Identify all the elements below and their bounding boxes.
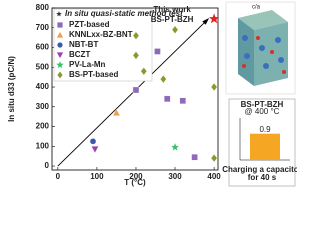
legend-title: In situ quasi-static method test (65, 9, 183, 18)
structure-label: c/a (252, 5, 261, 11)
annotation: This work (153, 5, 191, 14)
marker (57, 22, 63, 28)
marker (91, 146, 99, 154)
marker (56, 61, 64, 69)
marker (56, 52, 64, 59)
marker (191, 154, 198, 161)
legend-label: NBT-BT (69, 40, 98, 49)
marker (112, 108, 121, 116)
marker (57, 42, 63, 48)
annotation: BS-PT-BZH (151, 15, 194, 24)
inset-caption: Charging a capacitor (222, 165, 297, 174)
y-axis-label: In situ d33 (pC/N) (7, 56, 16, 122)
inset-caption: for 40 s (248, 173, 277, 182)
y-tick-label: 800 (36, 3, 50, 12)
legend-label: PZT-based (69, 20, 110, 29)
legend-label: BCZT (69, 50, 90, 59)
x-tick-label: 0 (56, 172, 61, 181)
x-axis-label: T (°C) (124, 178, 146, 187)
legend-box (53, 8, 153, 82)
marker (140, 67, 147, 76)
marker (132, 31, 140, 40)
marker (164, 95, 171, 103)
page: {"chart_data": [ {"type": "scatter", "le… (7, 1, 297, 188)
legend-label: KNNLxx-BZ-BNT (69, 30, 133, 39)
x-tick-label: 200 (129, 172, 143, 181)
y-tick-label: 300 (36, 102, 50, 111)
inset-subtitle: @ 400 °C (245, 107, 280, 116)
y-tick-label: 200 (36, 122, 50, 131)
value-label: 0.9 (259, 125, 271, 134)
marker (179, 97, 186, 105)
y-tick-label: 700 (36, 23, 50, 32)
marker (89, 138, 97, 145)
marker (160, 74, 167, 84)
marker (57, 71, 63, 79)
x-tick-label: 300 (168, 172, 182, 181)
y-tick-label: 100 (36, 141, 50, 150)
legend-label: BS-PT-based (69, 70, 118, 79)
bar (250, 133, 280, 160)
marker (208, 13, 220, 24)
arrow-head (202, 18, 210, 25)
marker (132, 51, 140, 60)
marker (210, 154, 218, 163)
y-tick-label: 500 (36, 62, 50, 71)
legend-label: PV-La-Mn (69, 60, 106, 69)
marker (154, 48, 161, 55)
x-tick-label: 100 (90, 172, 104, 181)
plot-frame (51, 7, 219, 171)
y-tick-label: 600 (36, 43, 50, 52)
trend-arrow (57, 20, 207, 167)
inset-title: BS-PT-BZH (241, 100, 284, 109)
marker (170, 142, 180, 152)
y-tick-label: 0 (45, 161, 50, 170)
marker (132, 86, 140, 94)
marker (56, 31, 64, 38)
y-tick-label: 400 (36, 82, 50, 91)
x-tick-label: 400 (207, 172, 221, 181)
marker (210, 82, 218, 92)
structure-image: c/a (225, 1, 296, 95)
figure: c/a 0 100 200 300 400 0 100 200 300 400 500 600 700 8… (7, 1, 297, 187)
marker (171, 25, 179, 34)
legend-title-marker (56, 11, 62, 17)
